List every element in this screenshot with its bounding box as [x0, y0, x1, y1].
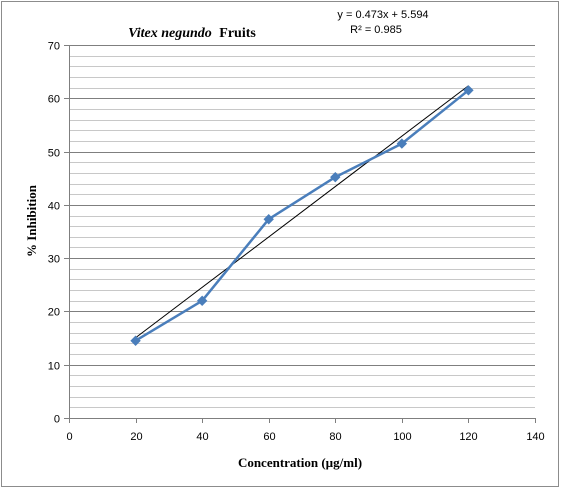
grid-layer [69, 45, 535, 408]
x-tick-label: 0 [66, 431, 72, 443]
data-point [130, 335, 141, 346]
data-point [196, 295, 208, 306]
trendline-r-squared: R² = 0.985 [350, 24, 402, 36]
data-point [396, 138, 408, 149]
x-tick-label: 120 [459, 431, 477, 443]
trendline-layer [135, 85, 469, 339]
y-tick-label: 50 [48, 148, 60, 160]
trendline-equation: y = 0.473x + 5.594 [337, 9, 428, 21]
chart-title: Vitex negundo Fruits [128, 26, 256, 41]
x-tick-label: 140 [526, 431, 544, 443]
series-layer [130, 85, 474, 346]
axes-layer [64, 45, 536, 423]
data-point [263, 214, 274, 225]
chart-title-italic: Vitex negundo [128, 26, 212, 41]
series-line [134, 89, 470, 342]
chart-title-rest: Fruits [219, 26, 256, 41]
y-tick-label: 60 [48, 94, 60, 106]
data-point [330, 171, 341, 183]
y-tick-label: 0 [54, 414, 60, 426]
x-tick-label: 60 [263, 431, 275, 443]
y-tick-label: 30 [48, 254, 60, 266]
y-axis-label: % Inhibition [24, 184, 39, 257]
y-tick-label: 20 [48, 307, 60, 319]
x-tick-label: 80 [329, 431, 341, 443]
x-tick-label: 100 [393, 431, 411, 443]
trendline [135, 85, 469, 339]
y-tick-label: 10 [48, 361, 60, 373]
x-tick-label: 20 [130, 431, 142, 443]
y-tick-label: 70 [48, 41, 60, 53]
x-tick-label: 40 [196, 431, 208, 443]
y-tick-label: 40 [48, 201, 60, 213]
x-axis-label: Concentration (µg/ml) [238, 455, 362, 470]
data-point [463, 85, 474, 96]
tick-labels-layer: 0 10 20 30 40 50 60 70 0 20 40 60 80 100 120 140 [48, 41, 545, 444]
